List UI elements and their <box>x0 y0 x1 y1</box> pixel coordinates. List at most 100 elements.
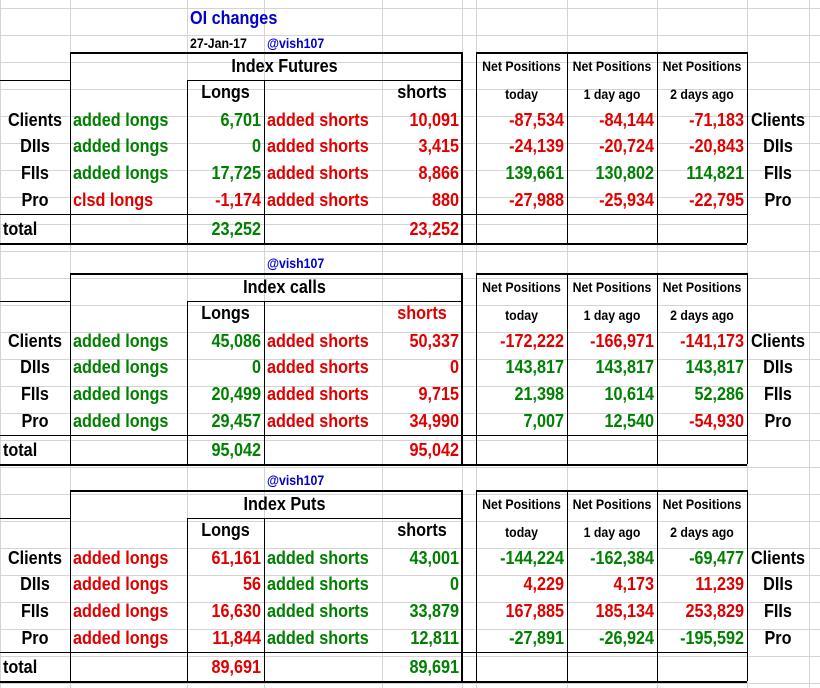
net-position-value: 139,661 <box>505 163 564 183</box>
long-action-label: clsd longs <box>73 190 154 210</box>
net-position-value: 185,134 <box>595 601 654 621</box>
net-position-value: 253,829 <box>685 601 744 621</box>
net-position-value: 143,817 <box>505 357 564 377</box>
net-border <box>476 681 747 683</box>
entity-label-right: FIIs <box>764 384 792 404</box>
long-value: 45,086 <box>211 331 261 351</box>
longs-header: Longs <box>201 82 250 102</box>
net-position-value: -20,724 <box>599 136 654 156</box>
entity-label: Clients <box>7 331 62 351</box>
net-position-value: -24,139 <box>509 136 564 156</box>
section-border <box>187 301 462 302</box>
grid-line <box>0 521 820 522</box>
net-border <box>657 273 658 464</box>
entity-label: Pro <box>21 411 49 431</box>
net-positions-header: Net Positions <box>662 58 742 74</box>
total-longs: 95,042 <box>211 440 261 460</box>
net-period-header: 1 day ago <box>583 307 641 323</box>
net-position-value: 11,239 <box>695 574 744 594</box>
net-position-value: -25,934 <box>599 190 654 210</box>
section-border <box>0 464 476 466</box>
grid-line <box>809 0 810 688</box>
net-period-header: today <box>505 524 538 540</box>
grid-line <box>0 224 820 225</box>
section-border <box>187 518 188 681</box>
net-period-header: 2 days ago <box>670 524 734 540</box>
short-action-label: added shorts <box>267 136 369 156</box>
net-border <box>747 52 748 243</box>
short-value: 34,990 <box>409 411 459 431</box>
net-position-value: -87,534 <box>509 110 564 130</box>
total-shorts: 95,042 <box>409 440 459 460</box>
section-border <box>0 681 476 683</box>
grid-line <box>0 467 820 468</box>
longs-header: Longs <box>201 520 250 540</box>
entity-label: Clients <box>7 548 62 568</box>
section-border <box>70 490 71 681</box>
net-period-header: today <box>505 307 538 323</box>
net-border <box>747 490 748 681</box>
total-label: total <box>3 440 38 460</box>
short-value: 9,715 <box>418 384 459 404</box>
short-action-label: added shorts <box>267 411 369 431</box>
entity-label-right: Clients <box>750 548 805 568</box>
section-title: Index calls <box>243 277 326 297</box>
net-position-value: -54,930 <box>689 411 744 431</box>
section-border <box>187 80 188 243</box>
net-period-header: 1 day ago <box>583 86 641 102</box>
net-border <box>657 52 658 243</box>
grid-line <box>0 8 820 9</box>
net-border <box>476 490 477 681</box>
net-position-value: -172,222 <box>500 331 564 351</box>
section-border <box>70 273 462 275</box>
grid-line <box>0 386 820 387</box>
entity-label-right: FIIs <box>764 163 792 183</box>
long-action-label: added longs <box>73 601 169 621</box>
section-border <box>0 301 70 302</box>
grid-line <box>0 413 820 414</box>
sheet-title: OI changes <box>190 8 278 28</box>
net-position-value: -162,384 <box>590 548 654 568</box>
grid-line <box>0 0 1 688</box>
short-value: 33,879 <box>409 601 459 621</box>
long-value: 20,499 <box>211 384 261 404</box>
net-position-value: 4,173 <box>613 574 654 594</box>
section-border <box>0 652 476 653</box>
net-positions-header: Net Positions <box>482 58 561 74</box>
grid-line <box>0 305 820 306</box>
long-action-label: added longs <box>73 331 169 351</box>
net-position-value: -71,183 <box>689 110 744 130</box>
net-period-header: 2 days ago <box>670 86 734 102</box>
net-positions-header: Net Positions <box>482 496 561 512</box>
section-border <box>0 214 476 215</box>
shorts-header: shorts <box>397 303 447 323</box>
short-action-label: added shorts <box>267 331 369 351</box>
long-value: 17,725 <box>211 163 261 183</box>
grid-line <box>0 170 820 171</box>
sheet-date: 27-Jan-17 <box>190 35 247 51</box>
section-border <box>264 518 265 681</box>
entity-label: DIIs <box>20 136 50 156</box>
section-border <box>70 52 71 243</box>
section-handle: @vish107 <box>267 472 325 488</box>
section-border <box>70 52 462 54</box>
grid-line <box>0 143 820 144</box>
grid-line <box>0 440 820 441</box>
total-label: total <box>3 657 38 677</box>
section-border <box>187 518 462 519</box>
net-position-value: 52,286 <box>694 384 744 404</box>
section-border <box>461 52 463 243</box>
entity-label: FIIs <box>21 163 49 183</box>
net-border <box>476 52 477 243</box>
grid-line <box>0 683 820 684</box>
short-action-label: added shorts <box>267 357 369 377</box>
long-value: 6,701 <box>220 110 261 130</box>
net-period-header: 1 day ago <box>583 524 641 540</box>
short-action-label: added shorts <box>267 574 369 594</box>
net-position-value: 143,817 <box>595 357 654 377</box>
net-border <box>747 273 748 464</box>
long-action-label: added longs <box>73 357 169 377</box>
entity-label: Pro <box>21 190 49 210</box>
net-border <box>476 214 747 215</box>
